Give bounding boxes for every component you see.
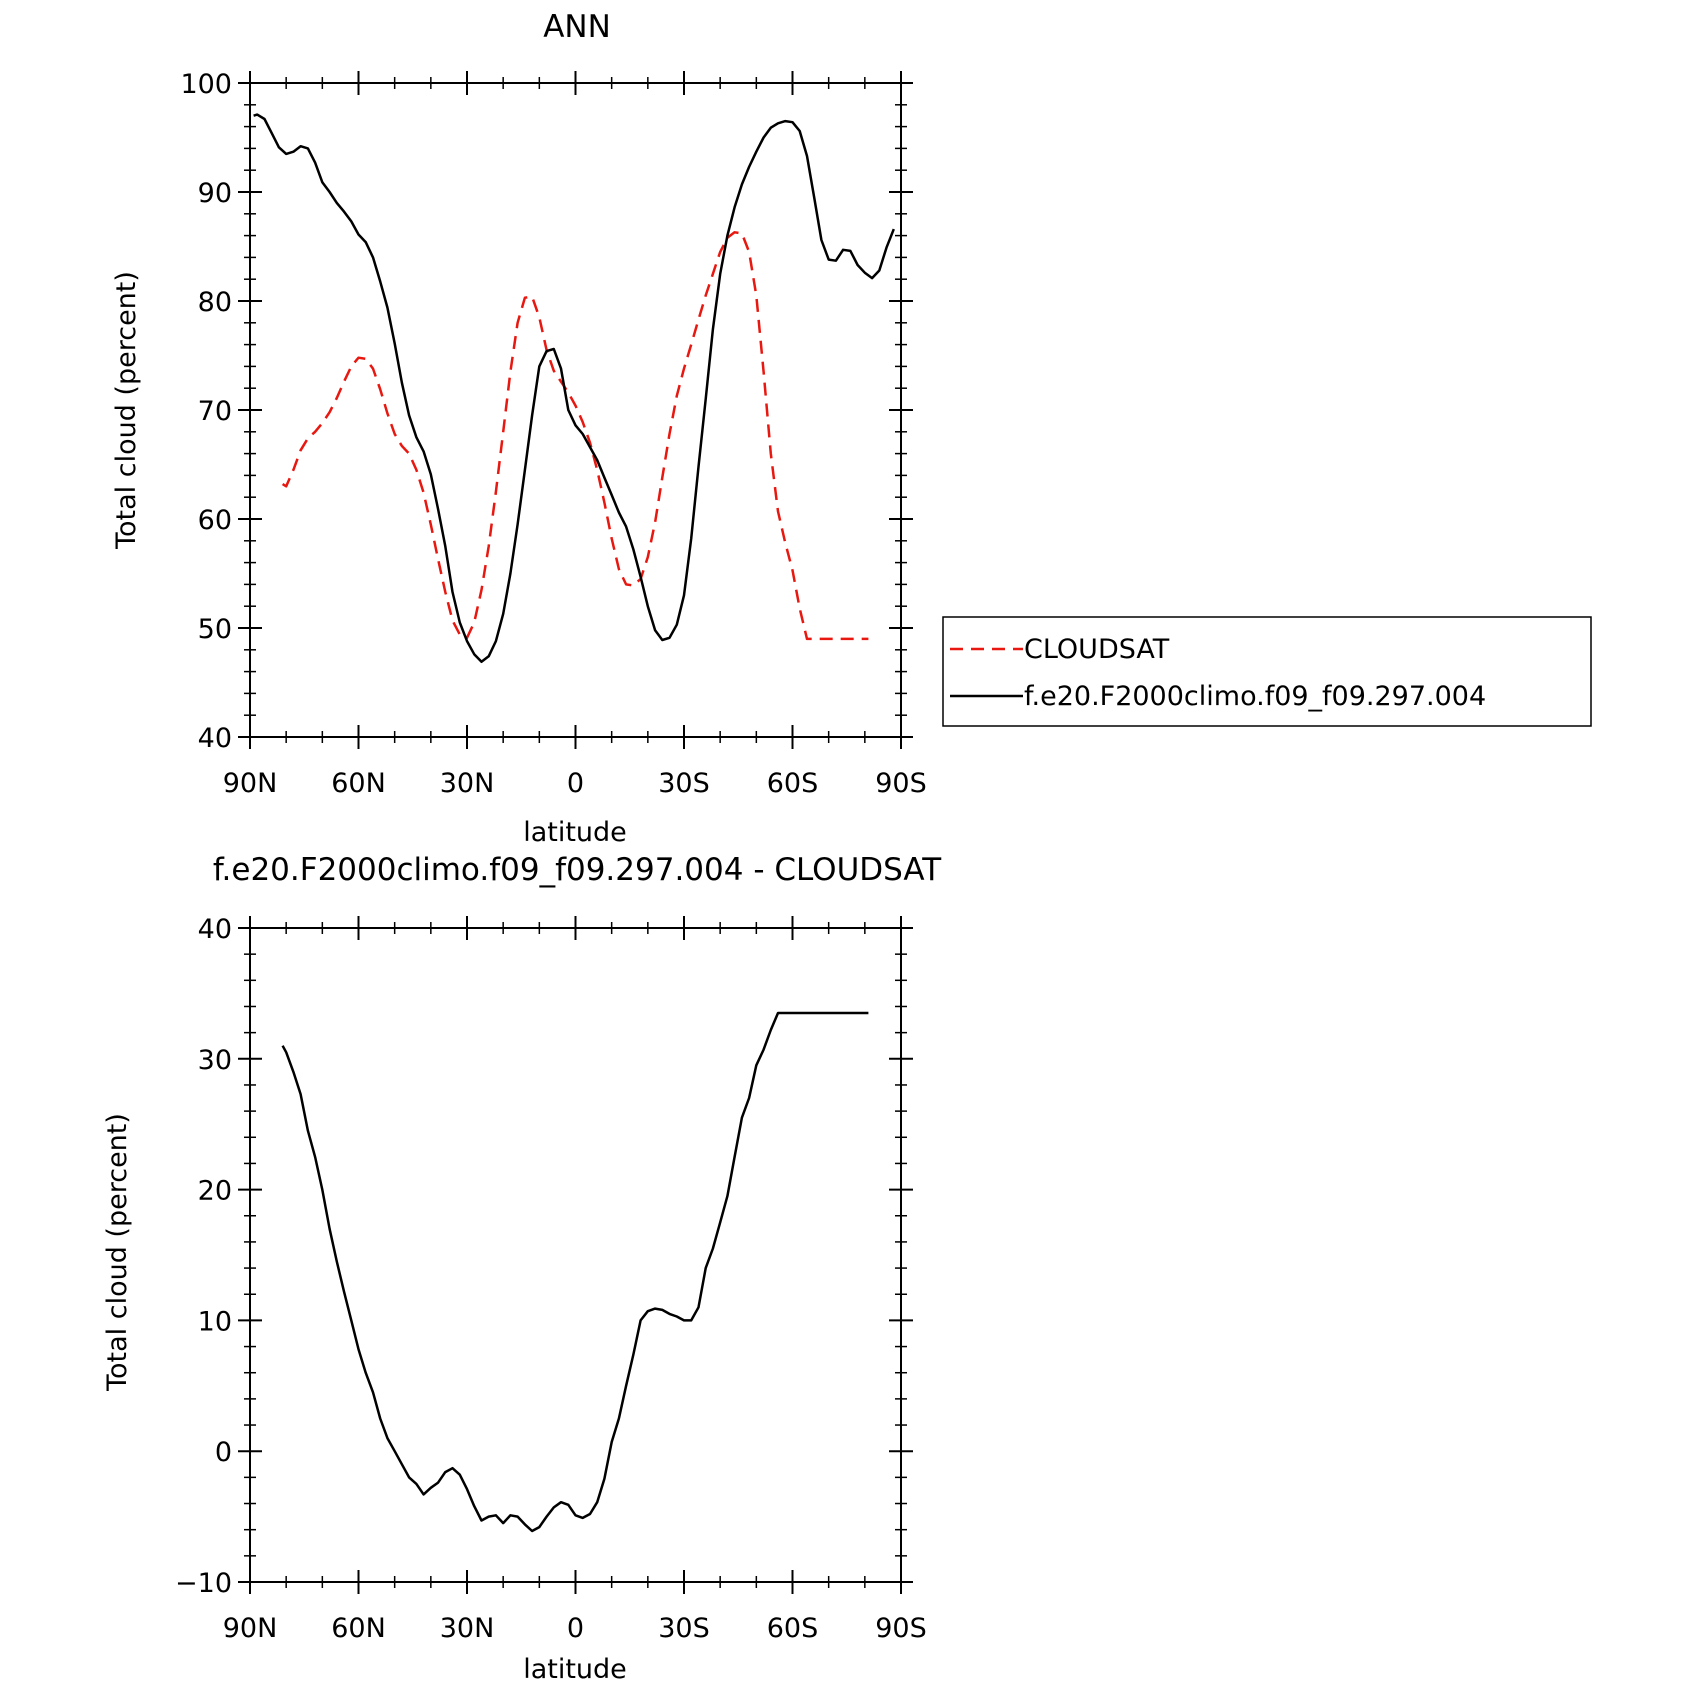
bottom-x-tick-label: 60S: [767, 1613, 819, 1644]
top-y-tick-label: 50: [198, 614, 232, 645]
top-x-tick-label: 60N: [331, 768, 386, 799]
bottom-panel: f.e20.F2000climo.f09_f09.297.004 - CLOUD…: [102, 852, 942, 1683]
top-x-tick-label: 30S: [658, 768, 710, 799]
top-x-tick-label: 60S: [767, 768, 819, 799]
chart-title-bottom: f.e20.F2000climo.f09_f09.297.004 - CLOUD…: [213, 852, 942, 888]
top-y-tick-label: 70: [198, 396, 232, 427]
bottom-y-tick-label: 10: [198, 1306, 232, 1337]
top-y-tick-label: 40: [198, 723, 232, 754]
bottom-y-tick-label: 30: [198, 1045, 232, 1076]
legend-box: [942, 616, 1592, 727]
bottom-x-tick-label: 30S: [658, 1613, 710, 1644]
top-y-tick-label: 60: [198, 505, 232, 536]
top-series-line-1: [253, 113, 895, 664]
top-series-group: [253, 113, 895, 664]
top-x-tick-label: 90N: [223, 768, 278, 799]
bottom-plot-frame: [249, 927, 902, 1583]
bottom-x-axis-label: latitude: [523, 1654, 627, 1683]
bottom-x-tick-label: 90S: [875, 1613, 927, 1644]
top-x-tick-label: 30N: [440, 768, 495, 799]
top-y-axis-label: Total cloud (percent): [111, 271, 142, 550]
bottom-y-tick-label: −10: [175, 1568, 232, 1599]
bottom-y-tick-label: 0: [215, 1437, 232, 1468]
top-axes: 90N 60N 30N 0 30S 60S 90S 40 50 60 70 80 90 100: [180, 69, 926, 799]
bottom-axes: 90N 60N 30N 0 30S 60S 90S −10 0 10 20 30 40: [175, 914, 927, 1644]
bottom-x-tick-label: 60N: [331, 1613, 386, 1644]
bottom-series-line-0: [281, 1011, 869, 1533]
bottom-y-tick-label: 40: [198, 914, 232, 945]
top-panel: ANN 90N 60N 30N 0 30S 60S 90S 40 50 60 70 80 90 100 l…: [111, 9, 1592, 848]
legend-label-cloudsat: CLOUDSAT: [1024, 634, 1170, 665]
bottom-x-tick-label: 90N: [223, 1613, 278, 1644]
bottom-x-tick-label: 30N: [440, 1613, 495, 1644]
top-x-tick-label: 0: [567, 768, 584, 799]
top-plot-frame: [249, 82, 902, 738]
top-x-axis-label: latitude: [523, 817, 627, 848]
chart-title-top: ANN: [543, 9, 611, 45]
top-y-tick-label: 80: [198, 287, 232, 318]
bottom-x-tick-label: 0: [567, 1613, 584, 1644]
legend-label-model: f.e20.F2000climo.f09_f09.297.004: [1024, 681, 1486, 712]
top-y-tick-label: 100: [180, 69, 232, 100]
top-series-line-0: [281, 231, 869, 641]
legend: CLOUDSAT f.e20.F2000climo.f09_f09.297.00…: [942, 616, 1592, 727]
bottom-y-axis-label: Total cloud (percent): [102, 1113, 133, 1392]
top-y-tick-label: 90: [198, 178, 232, 209]
bottom-y-tick-label: 20: [198, 1176, 232, 1207]
bottom-series-group: [281, 1011, 869, 1533]
top-x-tick-label: 90S: [875, 768, 927, 799]
